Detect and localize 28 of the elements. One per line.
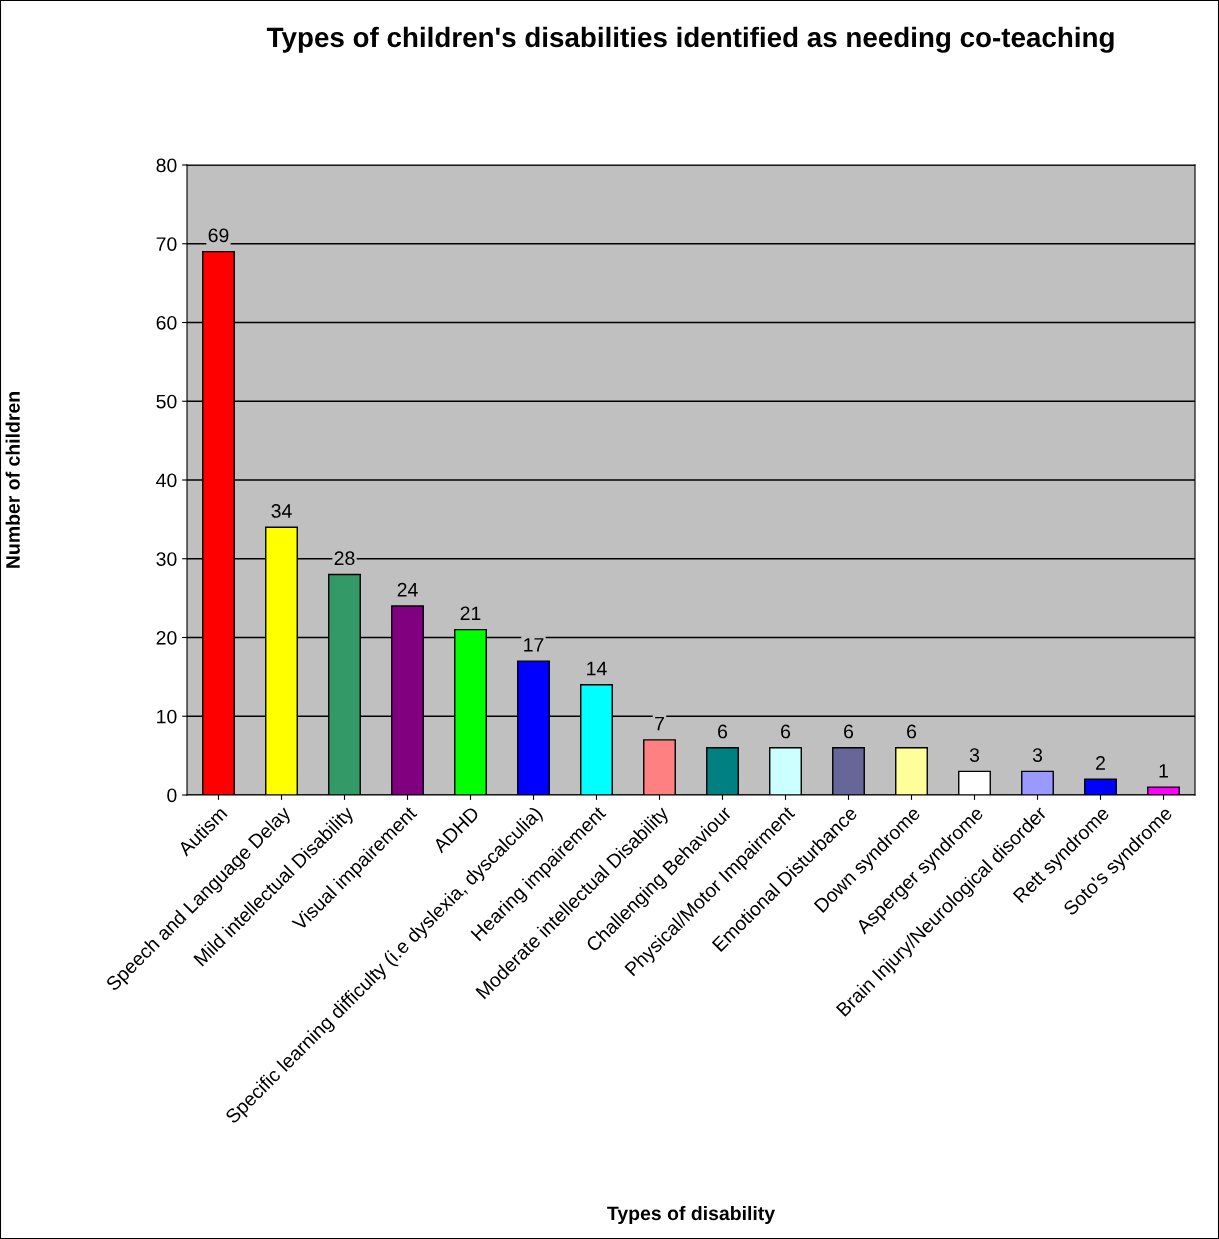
data-label: 28	[334, 551, 355, 566]
data-label: 1	[1159, 764, 1168, 778]
data-label: 7	[655, 716, 664, 731]
data-label: 34	[271, 504, 292, 518]
y-tick-label: 40	[156, 473, 177, 488]
data-label: 3	[969, 748, 980, 762]
y-tick-label: 60	[156, 315, 177, 330]
data-label: 6	[781, 724, 791, 739]
y-tick-label: 70	[156, 237, 177, 251]
data-label: 17	[524, 638, 544, 652]
data-label: 69	[208, 228, 229, 243]
data-label: 3	[1032, 748, 1043, 762]
data-label: 24	[397, 582, 418, 597]
y-axis-title: Number of children	[5, 392, 20, 568]
y-tick-label: 30	[156, 552, 177, 566]
chart-title: Types of children's disabilities identified as needing co-teaching	[266, 26, 1114, 53]
y-tick-label: 50	[156, 394, 177, 409]
data-label: 6	[718, 724, 728, 739]
y-tick-label: 0	[167, 788, 177, 803]
x-axis-title: Types of disability	[607, 1205, 775, 1225]
y-tick-label: 20	[156, 630, 177, 645]
y-tick-label: 80	[156, 158, 177, 173]
data-label: 6	[844, 724, 854, 739]
data-label: 6	[907, 724, 917, 739]
y-tick-label: 10	[157, 709, 177, 724]
data-label: 14	[587, 661, 607, 676]
data-label: 21	[460, 606, 481, 621]
data-label: 2	[1096, 756, 1105, 770]
